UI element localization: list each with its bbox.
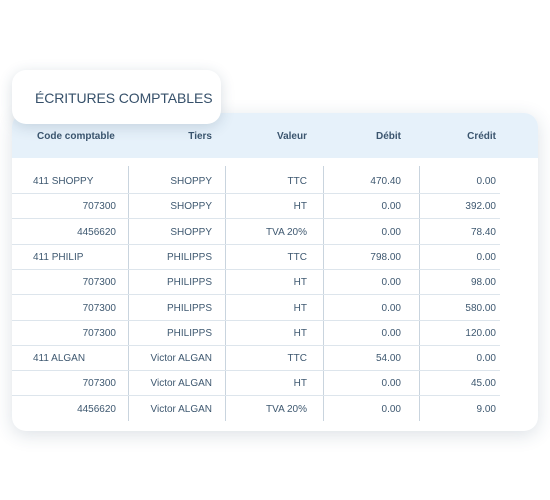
column-divider <box>225 166 226 421</box>
cell-tiers: PHILIPPS <box>166 302 212 314</box>
cell-credit: 392.00 <box>465 201 496 213</box>
cell-valeur: TVA 20% <box>266 226 307 238</box>
cell-code: 707300 <box>82 327 116 339</box>
cell-tiers: SHOPPY <box>170 226 212 238</box>
cell-debit: 0.00 <box>381 403 401 415</box>
column-divider <box>323 166 324 421</box>
cell-debit: 470.40 <box>370 176 401 187</box>
cell-credit: 98.00 <box>470 277 496 289</box>
column-header-debit: Débit <box>376 131 401 142</box>
cell-valeur: HT <box>293 327 307 339</box>
cell-tiers: Victor ALGAN <box>150 403 212 415</box>
cell-debit: 0.00 <box>381 302 401 314</box>
cell-valeur: TTC <box>287 176 307 187</box>
table-row: 411 ALGAN Victor ALGAN TTC 54.00 0.00 <box>12 346 538 372</box>
cell-debit: 0.00 <box>381 201 401 213</box>
cell-code: 4456620 <box>77 403 116 415</box>
table-row: 707300 PHILIPPS HT 0.00 98.00 <box>12 270 538 296</box>
cell-tiers: Victor ALGAN <box>150 378 212 390</box>
cell-code: 707300 <box>82 378 116 390</box>
table-row: 707300 PHILIPPS HT 0.00 580.00 <box>12 296 538 321</box>
cell-debit: 0.00 <box>381 327 401 339</box>
cell-valeur: TTC <box>287 251 307 263</box>
cell-tiers: Victor ALGAN <box>150 353 212 365</box>
cell-code: 707300 <box>82 302 116 314</box>
cell-valeur: HT <box>293 302 307 314</box>
cell-debit: 0.00 <box>381 277 401 289</box>
column-divider <box>128 166 129 421</box>
cell-credit: 580.00 <box>465 302 496 314</box>
cell-credit: 120.00 <box>465 327 496 339</box>
cell-debit: 798.00 <box>370 251 401 263</box>
cell-code: 707300 <box>82 201 116 213</box>
cell-valeur: HT <box>293 378 307 390</box>
column-header-valeur: Valeur <box>276 131 307 142</box>
column-header-tiers: Tiers <box>188 131 212 142</box>
cell-tiers: SHOPPY <box>170 201 212 213</box>
cell-credit: 0.00 <box>476 251 496 263</box>
cell-credit: 45.00 <box>470 378 496 390</box>
cell-code: 411 PHILIP <box>33 251 84 263</box>
cell-credit: 9.00 <box>476 403 496 415</box>
table-row: 707300 Victor ALGAN HT 0.00 45.00 <box>12 371 538 397</box>
cell-valeur: HT <box>293 277 307 289</box>
cell-valeur: TTC <box>287 353 307 365</box>
column-divider <box>419 166 420 421</box>
table-row: 411 PHILIP PHILIPPS TTC 798.00 0.00 <box>12 245 538 270</box>
cell-credit: 0.00 <box>476 176 496 187</box>
cell-tiers: PHILIPPS <box>166 251 212 263</box>
cell-valeur: TVA 20% <box>266 403 307 415</box>
cell-code: 4456620 <box>77 226 116 238</box>
accounting-entries-table: Code comptable Tiers Valeur Débit Crédit… <box>12 113 538 431</box>
cell-tiers: PHILIPPS <box>166 327 212 339</box>
cell-credit: 0.00 <box>476 353 496 365</box>
table-row: 707300 PHILIPPS HT 0.00 120.00 <box>12 321 538 346</box>
cell-debit: 0.00 <box>381 378 401 390</box>
cell-debit: 0.00 <box>381 226 401 238</box>
cell-debit: 54.00 <box>375 353 401 365</box>
cell-code: 411 SHOPPY <box>33 176 94 187</box>
cell-code: 411 ALGAN <box>33 353 86 365</box>
cell-tiers: PHILIPPS <box>166 277 212 289</box>
cell-tiers: SHOPPY <box>170 176 212 187</box>
cell-code: 707300 <box>82 277 116 289</box>
table-row: 4456620 SHOPPY TVA 20% 0.00 78.40 <box>12 220 538 245</box>
table-row: 707300 SHOPPY HT 0.00 392.00 <box>12 194 538 220</box>
cell-valeur: HT <box>293 201 307 213</box>
title-card: ÉCRITURES COMPTABLES <box>12 70 221 124</box>
cell-credit: 78.40 <box>470 226 496 238</box>
column-header-code: Code comptable <box>37 131 115 142</box>
page-title: ÉCRITURES COMPTABLES <box>35 90 213 106</box>
column-header-credit: Crédit <box>467 131 496 142</box>
table-row: 4456620 Victor ALGAN TVA 20% 0.00 9.00 <box>12 397 538 422</box>
table-row: 411 SHOPPY SHOPPY TTC 470.40 0.00 <box>12 169 538 194</box>
